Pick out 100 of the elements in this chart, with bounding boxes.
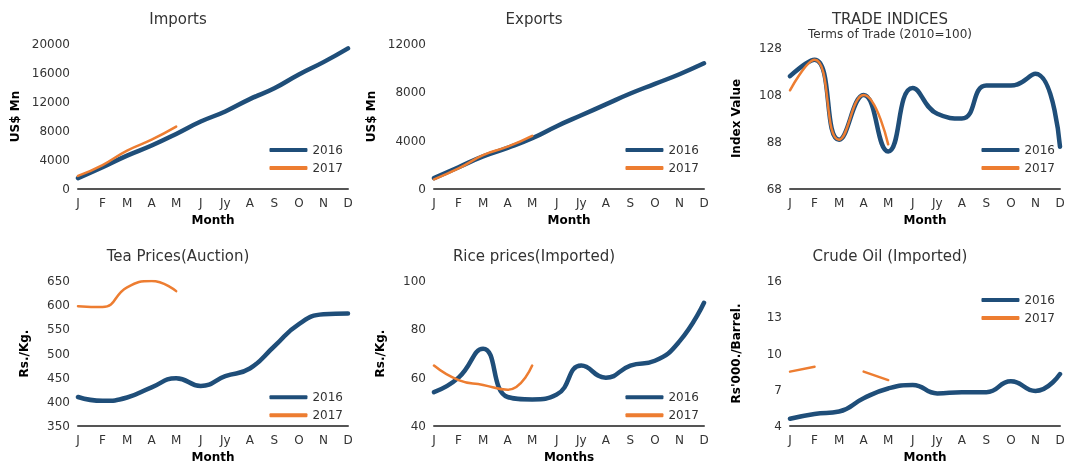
x-tick-label: J [909,196,915,210]
x-tick-label: D [699,196,709,210]
x-tick-label: A [147,433,157,447]
y-tick-label: 4000 [395,133,426,148]
x-tick-label: A [245,196,255,210]
legend-label: 2017 [312,408,344,423]
x-tick-label: F [99,196,107,210]
x-tick-label: A [957,433,967,447]
y-tick-label: 16 [766,274,782,288]
y-tick-label: 128 [759,41,782,55]
x-tick-label: M [527,196,538,210]
x-tick-label: M [527,433,538,447]
legend-label: 2016 [668,143,700,157]
x-tick-label: D [1055,433,1065,447]
x-tick-label: J [553,196,559,210]
x-tick-label: J [75,433,80,447]
x-tick-label: F [811,196,819,210]
y-tick-label: 4 [774,419,782,433]
x-tick-label: A [859,196,869,210]
legend-label: 2016 [312,143,344,157]
x-tick-label: S [982,433,991,447]
x-axis-title: Month [547,212,591,227]
x-tick-label: M [121,433,133,447]
x-tick-label: J [75,196,80,210]
x-tick-label: M [171,196,182,210]
x-tick-label: J [197,433,203,447]
x-tick-label: S [270,433,279,447]
x-tick-label: M [477,433,489,447]
x-tick-label: Jy [930,433,943,447]
x-tick-label: J [787,433,792,447]
x-tick-label: A [503,433,513,447]
y-tick-label: 60 [410,370,426,385]
x-tick-label: A [601,196,611,210]
x-tick-label: J [909,433,915,447]
y-tick-label: 108 [759,88,782,102]
x-tick-label: J [431,196,436,210]
x-tick-label: A [503,196,513,210]
line-series [76,125,178,178]
y-tick-label: 350 [47,419,70,433]
legend-label: 2017 [668,161,700,175]
x-tick-label: O [650,196,660,210]
x-axis-title: Month [903,449,947,464]
y-tick-label: 12000 [387,37,426,51]
x-tick-label: M [171,433,182,447]
x-tick-label: M [883,433,894,447]
x-tick-label: O [294,196,304,210]
x-tick-label: O [1006,433,1016,447]
legend-label: 2017 [1024,311,1056,325]
line-series [75,46,351,181]
x-tick-label: O [650,433,660,447]
x-axis-title: Month [903,212,947,227]
x-tick-label: Jy [218,196,231,210]
x-tick-label: J [553,433,559,447]
y-tick-label: 650 [47,274,70,288]
y-tick-label: 68 [766,182,782,196]
y-tick-label: 0 [62,182,70,196]
x-tick-label: N [674,196,684,210]
y-tick-label: 8000 [395,85,426,100]
x-tick-label: J [431,433,436,447]
legend-label: 2016 [1024,143,1056,157]
y-tick-label: 8000 [39,124,70,138]
y-tick-label: 12000 [31,95,70,109]
x-tick-label: N [318,196,328,210]
y-axis-title: Rs./Kg. [17,329,31,378]
chart-title: Crude Oil (Imported) [812,246,968,265]
line-series [431,300,707,402]
x-tick-label: F [811,433,819,447]
y-axis-title: Rs'000./Barrel. [729,303,743,404]
y-axis-title: Index Value [729,78,743,159]
y-tick-label: 0 [418,182,426,196]
x-tick-label: Jy [574,196,587,210]
x-tick-label: J [197,196,203,210]
x-tick-label: S [626,433,635,447]
y-tick-label: 400 [47,394,70,409]
y-tick-label: 500 [47,346,70,361]
x-tick-label: Jy [574,433,587,447]
line-series [75,311,351,404]
y-axis-title: US$ Mn [363,90,378,143]
x-tick-label: F [99,433,107,447]
chart-title: TRADE INDICES [830,9,949,28]
x-tick-label: O [294,433,304,447]
x-tick-label: A [147,196,157,210]
x-tick-label: A [859,433,869,447]
legend-label: 2017 [668,408,700,423]
x-tick-label: Jy [930,196,943,210]
x-tick-label: S [270,196,279,210]
x-axis-title: Month [191,212,235,227]
x-tick-label: O [1006,196,1016,210]
x-tick-label: S [626,196,635,210]
x-tick-label: A [957,196,967,210]
y-tick-label: 100 [403,274,426,288]
legend-label: 2017 [312,161,344,175]
y-tick-label: 40 [410,419,426,433]
y-tick-label: 88 [766,135,782,149]
x-tick-label: A [245,433,255,447]
chart-title: Imports [149,9,207,28]
line-series [788,58,890,146]
line-series [432,364,534,391]
y-tick-label: 80 [410,322,426,337]
x-tick-label: M [833,433,845,447]
